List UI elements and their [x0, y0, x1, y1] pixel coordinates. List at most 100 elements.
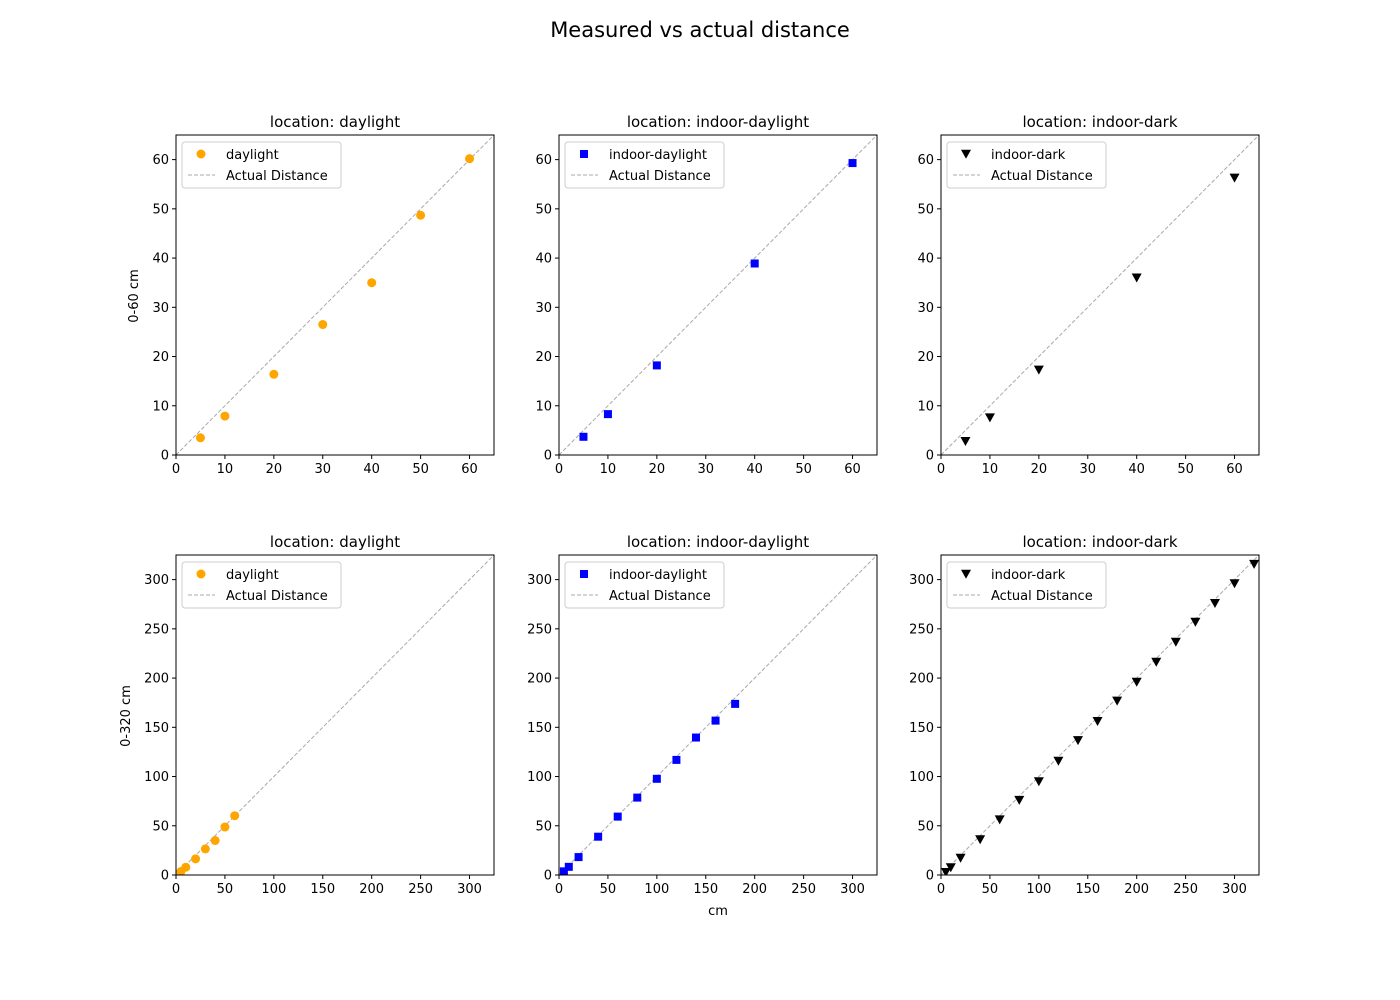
x-tick-label: 0 [937, 462, 945, 477]
x-tick-label: 0 [555, 462, 563, 477]
x-tick-label: 300 [1222, 882, 1247, 897]
x-tick-label: 40 [746, 462, 763, 477]
data-point [691, 733, 700, 742]
legend: indoor-daylight Actual Distance [564, 561, 725, 609]
legend-label: indoor-daylight [609, 148, 707, 163]
subplot-3: location: indoor-dark 0 10 20 30 40 50 60 0 10 20 3… [917, 113, 1260, 477]
data-point [210, 836, 220, 846]
x-tick-label: 200 [742, 882, 767, 897]
data-point [559, 867, 568, 875]
legend-label: Actual Distance [609, 169, 711, 184]
reference-line [559, 135, 877, 455]
legend-marker [961, 569, 971, 579]
data-point [220, 822, 230, 832]
data-point [731, 699, 740, 708]
y-tick-label: 20 [152, 350, 169, 365]
subplot-title: location: indoor-daylight [627, 113, 809, 131]
subplot-title: location: indoor-dark [1022, 113, 1177, 131]
data-point [1249, 559, 1259, 569]
legend-marker [961, 149, 971, 159]
data-point [652, 774, 661, 783]
legend-label: Actual Distance [226, 589, 328, 604]
data-point [750, 259, 759, 268]
x-tick-label: 300 [840, 882, 865, 897]
subplot-4: location: daylight 0 50 100 150 200 250 300 0 50 1… [144, 533, 495, 897]
row-label-top: 0-60 cm [127, 269, 142, 322]
subplot-title: location: indoor-dark [1022, 533, 1177, 551]
data-point [1170, 637, 1181, 647]
data-point [652, 361, 661, 370]
x-tick-label: 20 [649, 462, 666, 477]
x-tick-label: 10 [600, 462, 617, 477]
y-tick-label: 150 [527, 721, 552, 736]
legend-label: indoor-daylight [609, 568, 707, 583]
x-tick-label: 250 [1173, 882, 1198, 897]
x-tick-label: 20 [266, 462, 283, 477]
axes-frame [175, 134, 495, 456]
data-point [1131, 273, 1142, 283]
data-point [191, 854, 201, 864]
y-tick-label: 30 [535, 301, 552, 316]
y-tick-label: 300 [909, 573, 934, 588]
y-tick-label: 40 [535, 252, 552, 267]
y-tick-label: 60 [535, 153, 552, 168]
y-tick-label: 300 [527, 573, 552, 588]
data-point [574, 853, 583, 862]
x-tick-label: 200 [1124, 882, 1149, 897]
legend-box [181, 561, 342, 609]
x-tick-label: 30 [1079, 462, 1096, 477]
x-tick-label: 100 [644, 882, 669, 897]
data-point [318, 320, 328, 330]
y-tick-label: 250 [909, 622, 934, 637]
data-point [181, 862, 191, 872]
data-point [848, 159, 857, 168]
y-tick-label: 0 [161, 869, 169, 884]
data-point [269, 369, 279, 379]
data-point [1053, 756, 1064, 766]
x-tick-label: 300 [457, 882, 482, 897]
plot-area [559, 135, 877, 455]
y-tick-label: 200 [909, 672, 934, 687]
x-tick-label: 40 [1128, 462, 1145, 477]
data-point [1229, 173, 1240, 183]
data-point [613, 812, 622, 821]
plot-area [176, 555, 494, 875]
x-tick-label: 50 [1177, 462, 1194, 477]
legend-label: indoor-dark [991, 568, 1066, 583]
data-point [416, 210, 426, 220]
legend-label: Actual Distance [609, 589, 711, 604]
data-point [1151, 657, 1162, 667]
data-point [711, 716, 720, 725]
axes-frame [175, 554, 495, 876]
y-tick-label: 100 [144, 770, 169, 785]
legend-box [564, 561, 725, 609]
data-point [1072, 736, 1083, 746]
y-tick-label: 200 [527, 672, 552, 687]
y-tick-label: 50 [917, 202, 934, 217]
x-tick-label: 10 [982, 462, 999, 477]
y-tick-label: 0 [544, 869, 552, 884]
y-tick-label: 60 [917, 153, 934, 168]
x-tick-label: 60 [1226, 462, 1243, 477]
data-point [603, 410, 612, 419]
y-tick-label: 60 [152, 153, 169, 168]
subplot-title: location: daylight [270, 533, 400, 551]
data-point [1229, 579, 1240, 589]
x-tick-label: 60 [461, 462, 478, 477]
x-tick-label: 50 [795, 462, 812, 477]
x-tick-label: 50 [217, 882, 234, 897]
data-point [1112, 696, 1123, 706]
x-tick-label: 50 [600, 882, 617, 897]
legend-label: indoor-dark [991, 148, 1066, 163]
y-tick-label: 300 [144, 573, 169, 588]
data-point [672, 755, 681, 764]
y-tick-label: 200 [144, 672, 169, 687]
y-tick-label: 40 [917, 252, 934, 267]
y-tick-label: 0 [926, 869, 934, 884]
subplot-title: location: indoor-daylight [627, 533, 809, 551]
y-tick-label: 100 [909, 770, 934, 785]
legend-box [946, 141, 1107, 189]
legend: daylight Actual Distance [181, 141, 342, 189]
legend: indoor-dark Actual Distance [946, 141, 1107, 189]
